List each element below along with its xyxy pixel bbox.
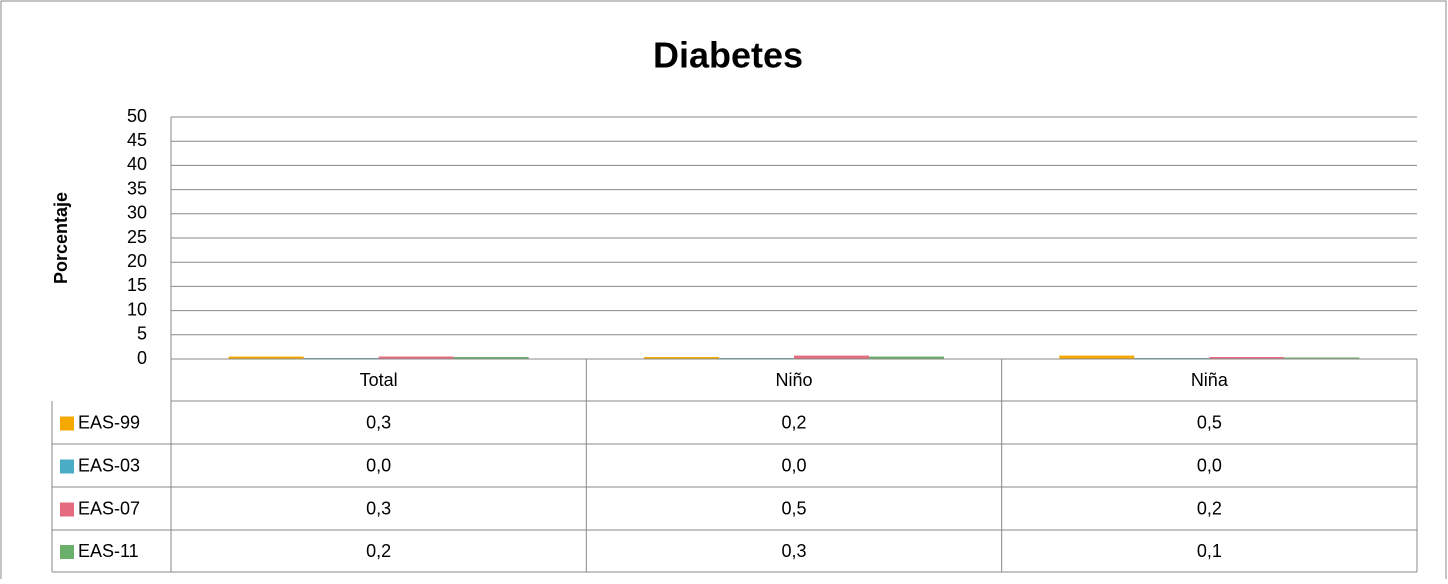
bar <box>228 356 304 359</box>
y-tick-label: 50 <box>127 106 147 126</box>
y-tick-label: 10 <box>127 299 147 319</box>
y-tick-label: 15 <box>127 275 147 295</box>
table-value: 0,0 <box>781 455 806 475</box>
table-value: 0,3 <box>366 498 391 518</box>
y-tick-label: 5 <box>137 324 147 344</box>
legend-label: EAS-03 <box>78 455 140 475</box>
bar <box>869 356 944 359</box>
table-value: 0,2 <box>781 412 806 432</box>
legend-label: EAS-07 <box>78 498 140 518</box>
y-tick-label: 0 <box>137 348 147 368</box>
legend-swatch <box>60 459 74 474</box>
x-tick-label: Niño <box>775 370 812 390</box>
y-axis-label: Porcentaje <box>51 192 71 284</box>
legend-swatch <box>60 502 74 517</box>
y-tick-label: 45 <box>127 130 147 150</box>
y-tick-label: 30 <box>127 203 147 223</box>
table-value: 0,0 <box>366 455 391 475</box>
legend-swatch <box>60 416 74 431</box>
table-value: 0,2 <box>366 541 391 561</box>
y-tick-label: 35 <box>127 178 147 198</box>
legend-swatch <box>60 545 74 559</box>
y-tick-label: 25 <box>127 227 147 247</box>
bar <box>378 356 454 359</box>
table-value: 0,5 <box>1197 412 1222 432</box>
table-value: 0,5 <box>781 498 806 518</box>
table-value: 0,3 <box>366 412 391 432</box>
x-tick-label: Total <box>360 370 398 390</box>
bar <box>1209 357 1285 359</box>
legend-label: EAS-99 <box>78 412 140 432</box>
table-value: 0,3 <box>781 541 806 561</box>
bar <box>1059 355 1135 359</box>
bar <box>794 355 869 359</box>
table-value: 0,2 <box>1197 498 1222 518</box>
chart-title: Diabetes <box>653 35 803 76</box>
table-value: 0,1 <box>1197 541 1222 561</box>
bar <box>453 357 529 359</box>
y-tick-label: 20 <box>127 251 147 271</box>
table-value: 0,0 <box>1197 455 1222 475</box>
legend-label: EAS-11 <box>78 541 139 561</box>
y-tick-label: 40 <box>127 154 147 174</box>
x-tick-label: Niña <box>1191 370 1229 390</box>
bar <box>644 357 719 359</box>
bar <box>1284 357 1360 359</box>
